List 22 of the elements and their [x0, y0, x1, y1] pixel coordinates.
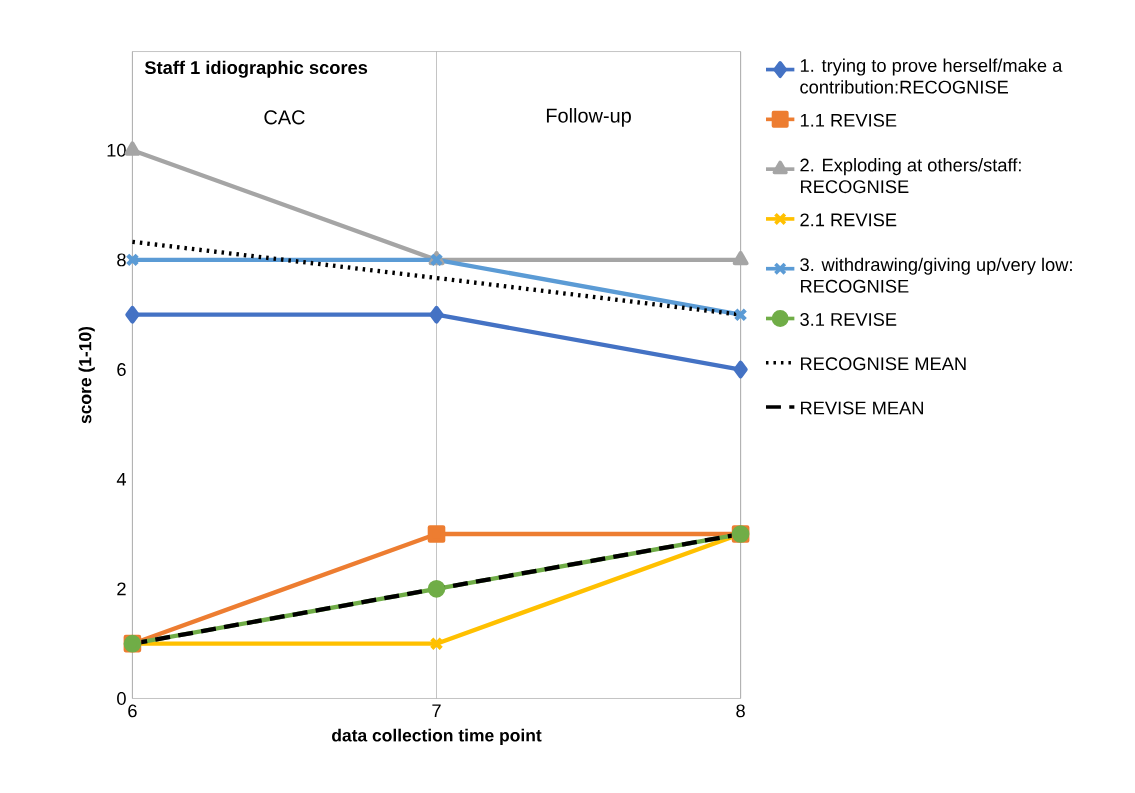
- x-tick-label: 7: [432, 704, 441, 717]
- y-tick-label: 10: [107, 143, 126, 157]
- legend-label: 1.1 REVISE: [800, 113, 897, 127]
- legend-label: 3.1 REVISE: [800, 312, 897, 326]
- legend-label: 2.1 REVISE: [800, 213, 897, 227]
- y-tick-label: 8: [117, 253, 126, 267]
- annotation: Follow-up: [546, 108, 631, 127]
- y-tick-label: 2: [117, 582, 126, 596]
- y-tick-label: 6: [117, 363, 126, 376]
- x-tick-label: 6: [128, 704, 137, 718]
- x-tick-label: 8: [736, 704, 745, 718]
- y-tick-label: 0: [117, 692, 126, 705]
- legend-label: 2. Exploding at others/staff: RECOGNISE: [800, 158, 1021, 194]
- x-axis-title: data collection time point: [332, 728, 542, 745]
- annotation: CAC: [264, 110, 305, 125]
- legend-label: RECOGNISE MEAN: [801, 357, 966, 371]
- legend-label: 3. withdrawing/giving up/very low: RECOGNISE: [800, 257, 1072, 293]
- y-axis-title: score (1-10): [78, 326, 95, 424]
- y-tick-label: 4: [116, 472, 126, 486]
- legend-label: 1. trying to prove herself/make a contribution:RECOGNISE: [800, 58, 1063, 94]
- chart-title: Staff 1 idiographic scores: [144, 60, 368, 78]
- legend-label: REVISE MEAN: [801, 401, 923, 415]
